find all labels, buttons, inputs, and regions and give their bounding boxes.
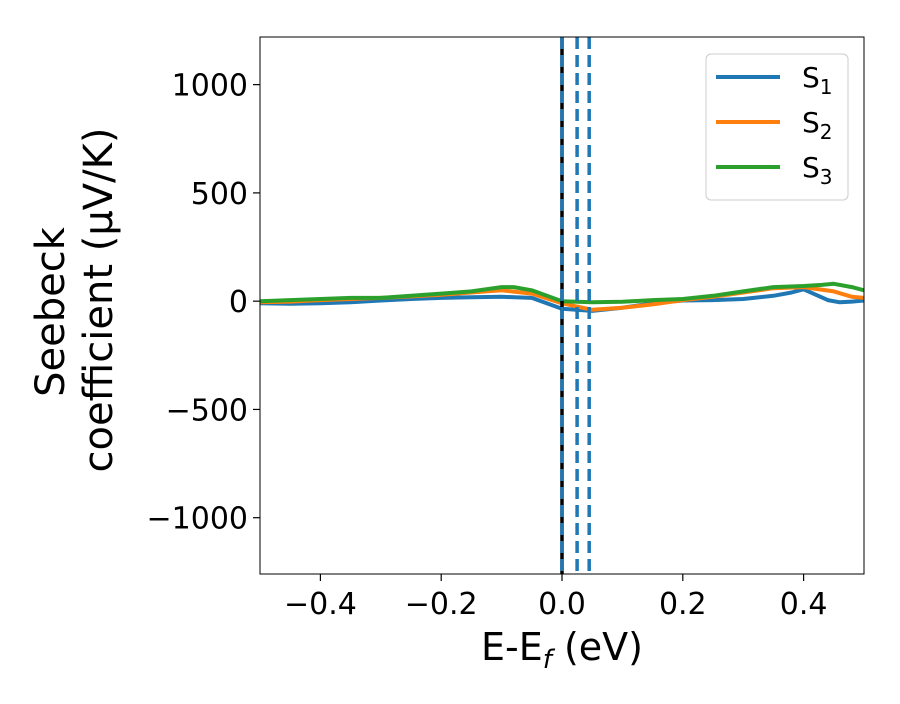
y-tick-label: −500 (166, 393, 248, 428)
y-tick-label: 0 (229, 285, 248, 320)
x-axis-label: E-Ef (eV) (481, 625, 643, 675)
legend-label-s3: S3 (802, 151, 833, 189)
y-tick-label: 1000 (172, 69, 248, 104)
x-tick-label: −0.4 (284, 587, 357, 622)
x-tick-label: 0.0 (538, 587, 586, 622)
y-axis-label: Seebeck coefficient (μV/K) (28, 128, 122, 473)
y-axis-ticks: −1000 −500 0 500 1000 (147, 69, 260, 537)
y-axis-label-line1: Seebeck (28, 226, 74, 397)
series-line-s3 (260, 281, 864, 305)
x-tick-label: −0.2 (405, 587, 478, 622)
x-tick-label: 0.4 (780, 587, 828, 622)
series-layer (260, 37, 864, 574)
legend-label-s2: S2 (802, 106, 833, 144)
y-tick-label: −1000 (147, 502, 248, 537)
legend-box (705, 53, 849, 201)
x-axis-ticks: −0.4 −0.2 0.0 0.2 0.4 (284, 574, 827, 622)
legend-label-s1: S1 (802, 61, 833, 99)
legend: S1 S2 S3 (705, 53, 849, 201)
y-tick-label: 500 (191, 177, 248, 212)
x-tick-label: 0.2 (659, 587, 707, 622)
y-axis-label-line2: coefficient (μV/K) (76, 128, 122, 473)
